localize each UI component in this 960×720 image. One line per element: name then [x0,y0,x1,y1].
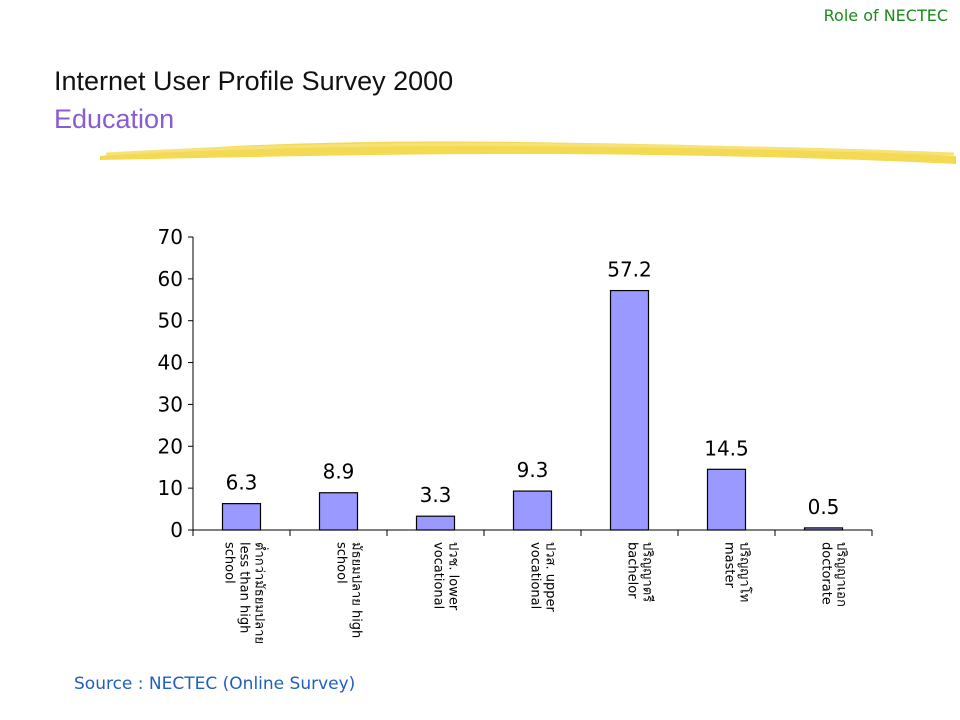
data-label: 0.5 [808,495,840,519]
bar [221,503,262,531]
category-label-line: ปริญญาเอก [834,542,849,607]
y-tick-label: 40 [158,351,183,375]
category-label-line: master [722,542,737,588]
category-label-line: ต่ำกว่ามัธยมปลาย [252,542,269,644]
data-label: 57.2 [607,258,652,282]
bar [318,492,359,531]
y-tick-label: 20 [158,434,183,458]
category-label-line: bachelor [625,542,640,599]
category-label-line: ปริญญาโท [737,542,753,602]
category-label-line: vocational [528,542,543,609]
bar [609,289,650,531]
category-label-line: school [222,542,237,584]
bar [803,527,844,531]
bar [415,515,456,531]
highlighter-stroke [100,141,956,164]
y-tick-label: 0 [170,518,183,542]
y-tick-label: 30 [158,392,183,416]
data-label: 3.3 [420,483,452,507]
source-note: Source : NECTEC (Online Survey) [74,674,356,694]
bar [512,490,553,531]
category-label-line: ปวส. upper [543,542,558,612]
data-label: 14.5 [704,436,749,460]
data-label: 8.9 [323,460,355,484]
category-label-line: ปวช. lower [446,542,461,611]
data-label: 9.3 [517,458,549,482]
category-label-line: school [334,542,349,584]
category-label-line: less than high [237,542,252,633]
y-tick-label: 50 [158,309,183,333]
category-label-line: ปริญญาตรี [640,542,656,602]
category-label: ปริญญาตรีbachelor [625,542,656,602]
y-tick-label: 70 [158,225,183,249]
page-subtitle: Education [54,104,175,134]
category-label-line: doctorate [819,542,834,605]
category-label-line: vocational [431,542,446,609]
bar [706,468,747,531]
corner-label: Role of NECTEC [823,6,948,25]
category-label-line: มัธยมปลาย high [349,542,364,638]
y-tick-label: 60 [158,267,183,291]
data-label: 6.3 [226,471,258,495]
page-title: Internet User Profile Survey 2000 [54,66,454,96]
y-tick-label: 10 [158,476,183,500]
